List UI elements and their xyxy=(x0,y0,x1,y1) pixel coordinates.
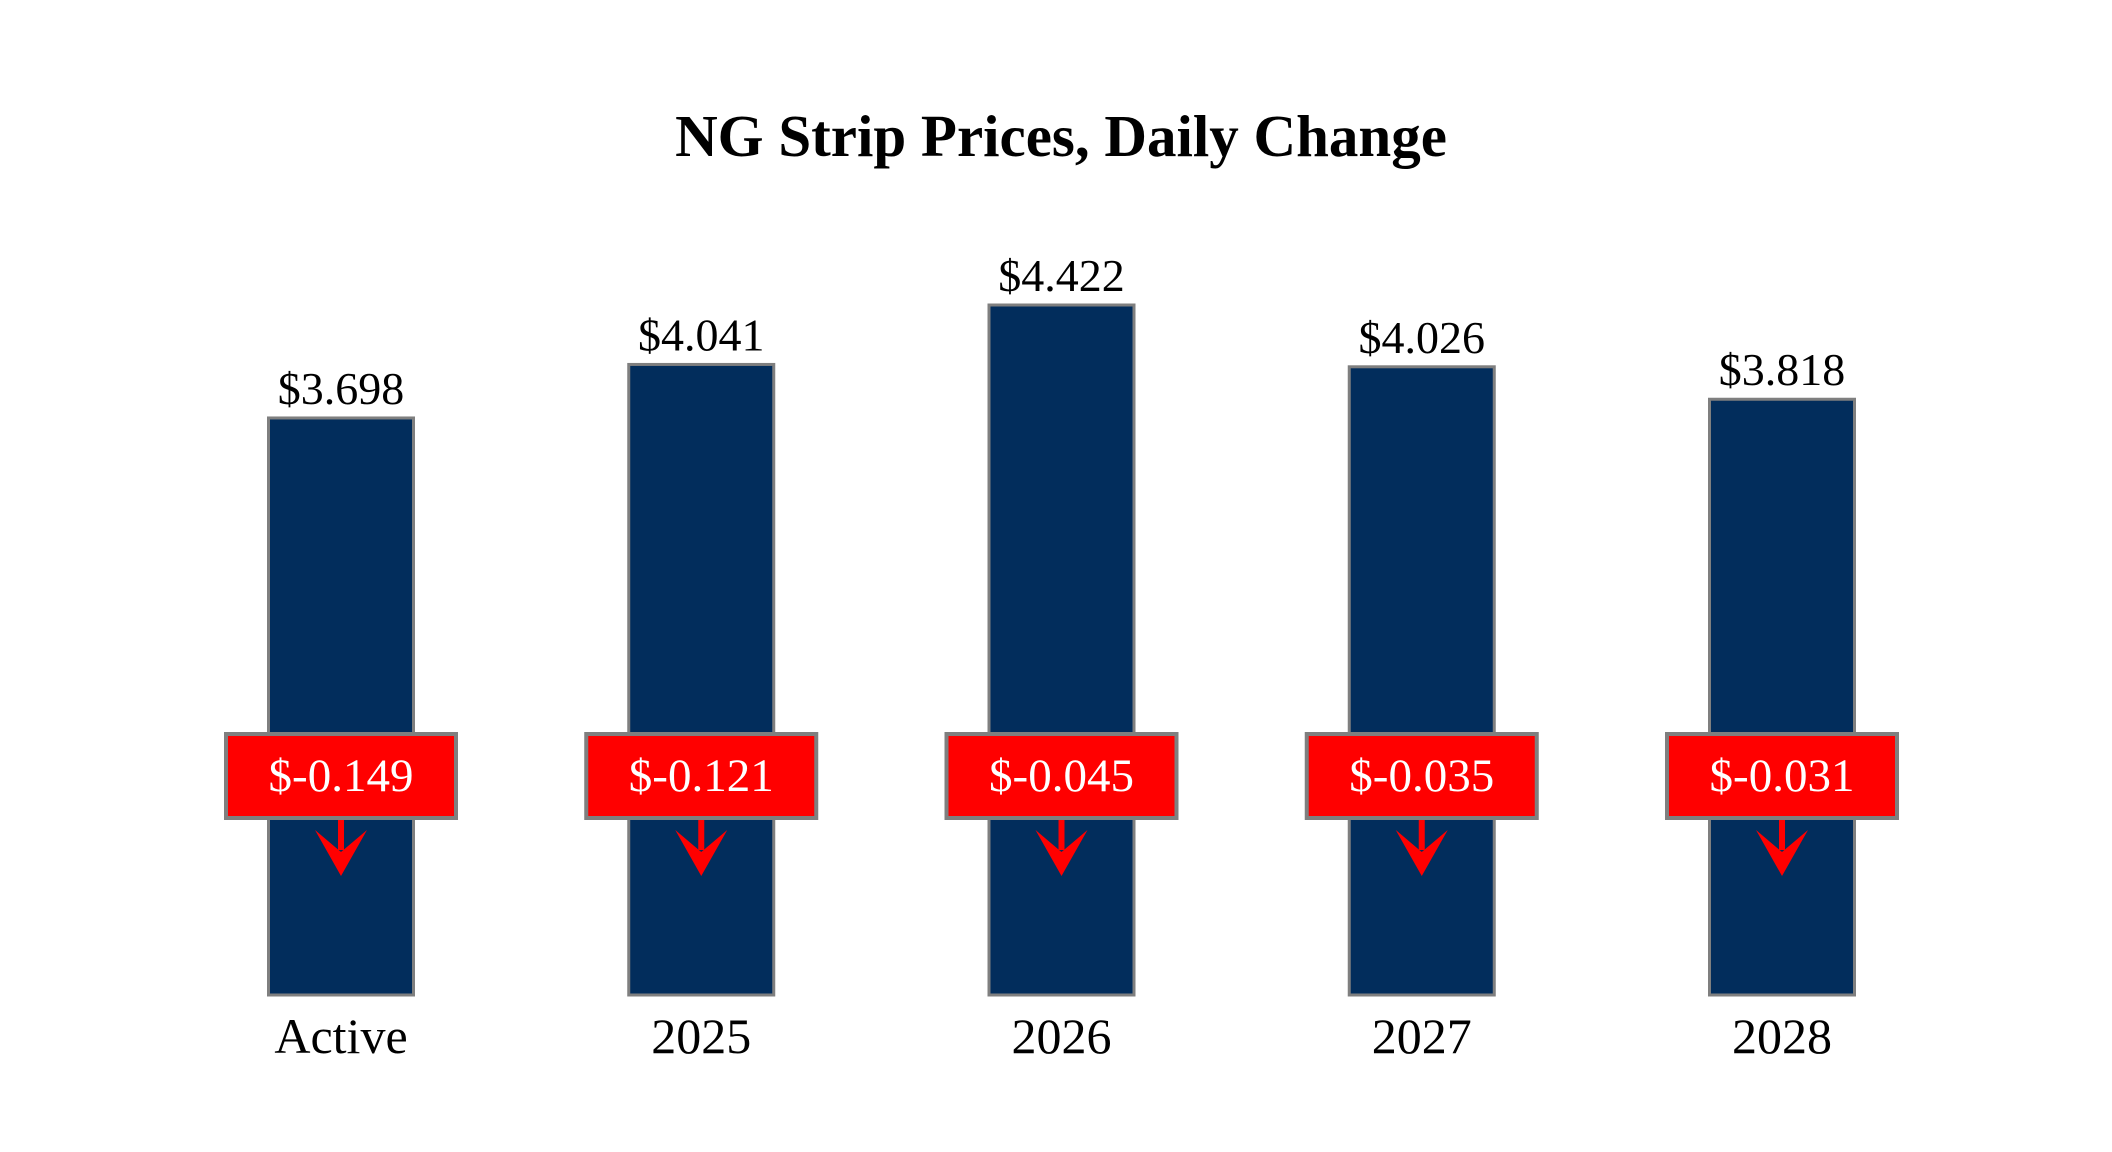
down-arrow-shaft-icon xyxy=(698,820,705,850)
down-arrow-shaft-icon xyxy=(338,820,344,850)
down-arrow-shaft-icon xyxy=(1418,820,1425,850)
chart-title: NG Strip Prices, Daily Change xyxy=(675,103,1447,169)
change-box xyxy=(1665,732,1899,820)
value-label: $3.818 xyxy=(1719,344,1846,395)
change-label: $-0.035 xyxy=(1349,750,1494,802)
change-box xyxy=(224,732,458,820)
bar xyxy=(627,362,776,997)
change-box xyxy=(1304,732,1539,820)
bar xyxy=(1708,397,1856,997)
value-label: $4.041 xyxy=(638,309,765,360)
change-label: $-0.121 xyxy=(629,750,774,802)
value-label: $4.422 xyxy=(998,250,1125,301)
change-label: $-0.045 xyxy=(989,750,1134,802)
change-label: $-0.031 xyxy=(1710,750,1855,802)
category-label: 2025 xyxy=(651,1008,751,1064)
category-label: 2028 xyxy=(1732,1008,1832,1064)
down-arrow-icon xyxy=(1035,830,1088,876)
down-arrow-icon xyxy=(1756,830,1808,876)
bar xyxy=(987,303,1136,997)
value-label: $3.698 xyxy=(278,363,405,414)
down-arrow-shaft-icon xyxy=(1058,820,1065,850)
change-box xyxy=(944,732,1179,820)
change-box xyxy=(584,732,819,820)
category-label: 2026 xyxy=(1012,1008,1112,1064)
category-label: 2027 xyxy=(1372,1008,1472,1064)
down-arrow-icon xyxy=(1395,830,1448,876)
down-arrow-shaft-icon xyxy=(1779,820,1785,850)
down-arrow-icon xyxy=(675,830,728,876)
down-arrow-icon xyxy=(315,830,367,876)
category-label: Active xyxy=(274,1008,407,1064)
bar xyxy=(1347,365,1496,997)
bar xyxy=(267,416,415,997)
change-label: $-0.149 xyxy=(269,750,414,802)
value-label: $4.026 xyxy=(1359,312,1486,363)
